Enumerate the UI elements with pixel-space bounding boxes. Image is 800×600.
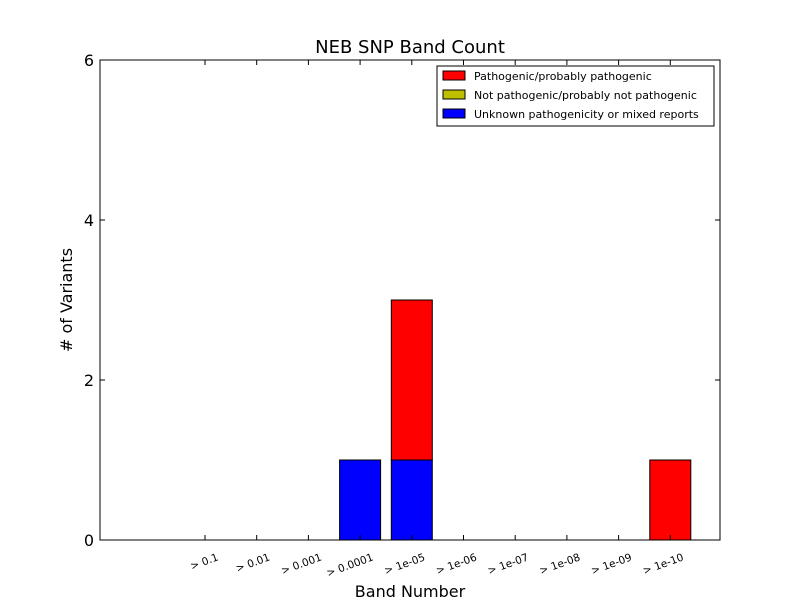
xtick-label-8: > 1e-09 bbox=[590, 552, 634, 578]
xtick-label-4: > 1e-05 bbox=[383, 552, 427, 578]
xtick-label-5: > 1e-06 bbox=[435, 551, 479, 577]
plot-frame bbox=[99, 59, 721, 541]
bar-3-series-0 bbox=[339, 459, 382, 541]
x-axis-label: Band Number bbox=[355, 582, 466, 600]
bars-layer bbox=[339, 299, 692, 541]
xtick-label-9: > 1e-10 bbox=[641, 552, 685, 578]
ytick-label-1: 2 bbox=[84, 371, 94, 390]
x-axis: > 0.1 > 0.01 > 0.001 > 0.0001 > 1e-05 > 1e-06… bbox=[189, 60, 685, 580]
bar-4-series-0 bbox=[390, 459, 433, 541]
xtick-label-7: > 1e-08 bbox=[538, 552, 582, 578]
ytick-label-0: 0 bbox=[84, 531, 94, 550]
chart-title: NEB SNP Band Count bbox=[315, 37, 505, 58]
ytick-label-3: 6 bbox=[84, 51, 94, 70]
legend-swatch-2 bbox=[442, 108, 466, 119]
legend-frame bbox=[436, 65, 715, 127]
legend: Pathogenic/probably pathogenic Not pathog… bbox=[436, 65, 715, 127]
bar-4-series-2 bbox=[390, 299, 433, 461]
legend-label-1: Not pathogenic/probably not pathogenic bbox=[474, 89, 697, 102]
bar-9-series-2 bbox=[649, 459, 692, 541]
xtick-label-1: > 0.01 bbox=[234, 552, 271, 575]
legend-label-0: Pathogenic/probably pathogenic bbox=[474, 70, 652, 83]
xtick-label-3: > 0.0001 bbox=[325, 552, 375, 580]
xtick-label-2: > 0.001 bbox=[280, 552, 324, 578]
xtick-label-6: > 1e-07 bbox=[486, 552, 530, 578]
legend-swatch-1 bbox=[442, 89, 466, 100]
legend-label-2: Unknown pathogenicity or mixed reports bbox=[474, 108, 699, 121]
y-axis-label: # of Variants bbox=[57, 248, 76, 352]
ytick-label-2: 4 bbox=[84, 211, 94, 230]
legend-swatch-0 bbox=[442, 70, 466, 81]
xtick-label-0: > 0.1 bbox=[189, 552, 220, 573]
